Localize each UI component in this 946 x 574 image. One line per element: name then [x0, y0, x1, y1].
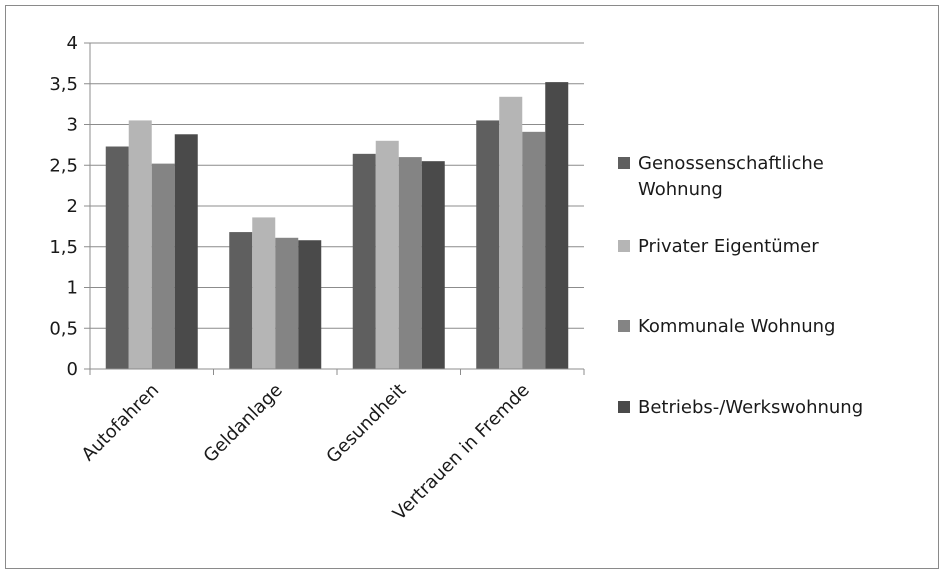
bar-privater-eigent-mer-0	[128, 120, 152, 369]
legend-label: Betriebs-/Werkswohnung	[638, 397, 863, 418]
category-labels: Autofahren Geldanlage GesundheitVertrauen …	[78, 380, 534, 525]
bar-privater-eigent-mer-3	[499, 96, 523, 369]
y-tick-labels: 0 0,5 1 1,5 2 2,5 3 3,5 4	[49, 33, 78, 380]
bar-genossenschaftliche-wohnung-2	[352, 153, 376, 369]
bar-genossenschaftliche-wohnung-0	[105, 146, 129, 369]
legend-item: Genossenschaftliche Wohnung	[618, 153, 824, 200]
legend-label: Kommunale Wohnung	[638, 316, 835, 337]
legend-label: Privater Eigentümer	[638, 236, 819, 257]
bar-betriebs-werkswohnung-1	[298, 240, 322, 369]
chart-frame: 0 0,5 1 1,5 2 2,5 3 3,5 4 Autofahren Geldanlage Ge…	[5, 5, 939, 569]
y-tick-label: 2,5	[49, 155, 78, 176]
bar-kommunale-wohnung-2	[398, 157, 422, 369]
bar-betriebs-werkswohnung-2	[421, 161, 445, 369]
bar-kommunale-wohnung-0	[151, 163, 175, 369]
bar-betriebs-werkswohnung-0	[174, 134, 198, 369]
bar-privater-eigent-mer-2	[375, 140, 399, 369]
bar-genossenschaftliche-wohnung-3	[476, 120, 500, 369]
legend-swatch	[618, 401, 630, 413]
y-tick-label: 2	[67, 196, 78, 217]
bar-kommunale-wohnung-1	[275, 237, 299, 369]
y-tick-label: 4	[67, 33, 78, 54]
bar-betriebs-werkswohnung-3	[545, 82, 569, 370]
legend-item: Kommunale Wohnung	[618, 316, 835, 337]
bar-kommunale-wohnung-3	[522, 131, 546, 369]
legend: Genossenschaftliche Wohnung Privater Eigen…	[618, 153, 863, 418]
legend-label: Genossenschaftliche Wohnung	[638, 153, 824, 200]
legend-item: Betriebs-/Werkswohnung	[618, 397, 863, 418]
y-tick-label: 1,5	[49, 237, 78, 258]
bars	[105, 82, 569, 370]
y-tick-label: 3,5	[49, 74, 78, 95]
bar-chart: 0 0,5 1 1,5 2 2,5 3 3,5 4 Autofahren Geldanlage Ge…	[49, 33, 863, 525]
legend-swatch	[618, 320, 630, 332]
y-tick-label: 0	[67, 359, 78, 380]
axes	[84, 42, 585, 375]
y-tick-label: 0,5	[49, 318, 78, 339]
y-tick-label: 3	[67, 115, 78, 136]
bar-genossenschaftliche-wohnung-1	[229, 232, 253, 369]
category-label: Gesundheit	[322, 380, 410, 468]
bar-privater-eigent-mer-1	[252, 217, 276, 369]
legend-swatch	[618, 240, 630, 252]
legend-item: Privater Eigentümer	[618, 236, 819, 257]
category-label: Autofahren	[78, 380, 164, 466]
legend-swatch	[618, 157, 630, 169]
category-label: Vertrauen in Fremde	[389, 380, 534, 525]
y-tick-label: 1	[67, 278, 78, 299]
category-label: Geldanlage	[200, 380, 287, 467]
